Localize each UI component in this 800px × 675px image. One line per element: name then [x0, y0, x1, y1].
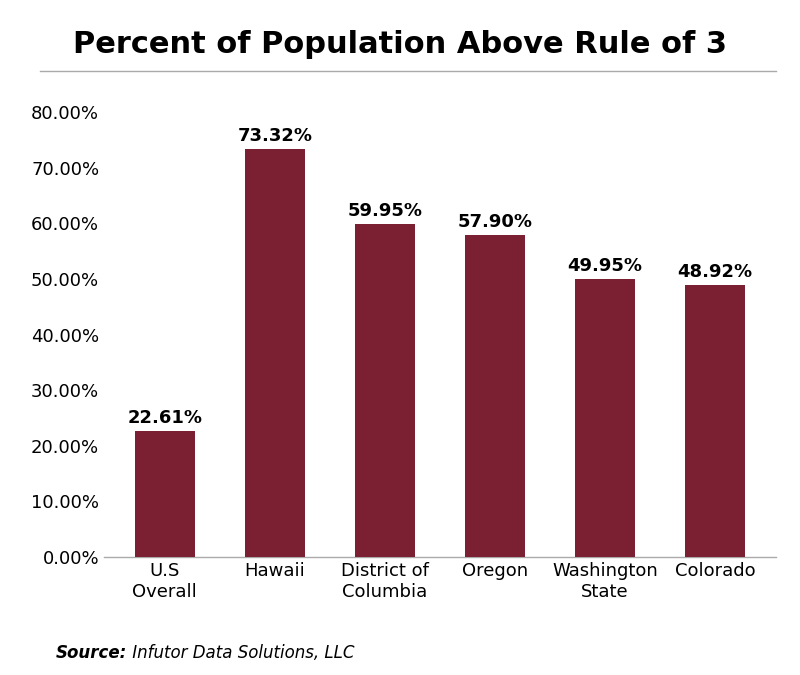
Text: 48.92%: 48.92%	[678, 263, 753, 281]
Text: Percent of Population Above Rule of 3: Percent of Population Above Rule of 3	[73, 30, 727, 59]
Bar	[354, 223, 415, 557]
Text: Infutor Data Solutions, LLC: Infutor Data Solutions, LLC	[127, 644, 354, 662]
Bar	[465, 235, 526, 557]
Text: 49.95%: 49.95%	[568, 257, 642, 275]
Text: 22.61%: 22.61%	[127, 409, 202, 427]
Text: Source:: Source:	[56, 644, 127, 662]
Bar	[245, 149, 305, 557]
Bar	[575, 279, 635, 557]
Text: 59.95%: 59.95%	[347, 202, 422, 220]
Text: 73.32%: 73.32%	[238, 128, 312, 145]
Text: 57.90%: 57.90%	[458, 213, 533, 231]
Bar	[134, 431, 195, 557]
Bar	[685, 285, 746, 557]
